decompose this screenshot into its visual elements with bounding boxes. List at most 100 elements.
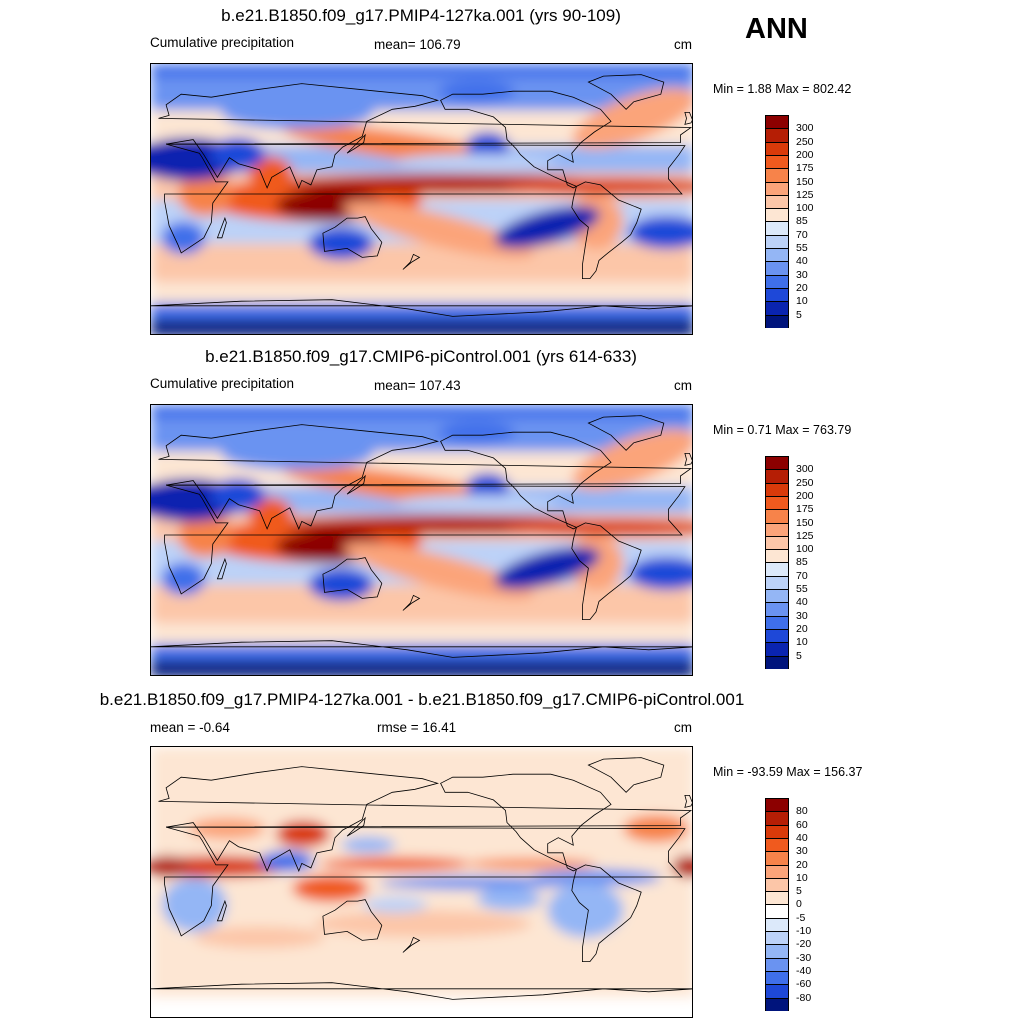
panel-1-title: b.e21.B1850.f09_g17.PMIP4-127ka.001 (yrs… [221,6,621,25]
colorbar-label: 200 [796,148,814,161]
colorbar-label: 40 [796,831,808,844]
coastline [322,899,383,941]
colorbar-box [765,115,789,129]
coastline [151,640,692,658]
colorbar-label: 40 [796,255,808,268]
colorbar-box [765,984,789,998]
colorbar-box [765,655,789,670]
colorbar-box [765,128,789,143]
panel-2-colorbar: 300 250 200 175 150 125 100 85 70 55 40 30 20 10 5 [765,456,825,670]
colorbar-label: 125 [796,188,814,201]
panel-2-minmax: Min = 0.71 Max = 763.79 [713,423,852,437]
season-label: ANN [745,13,808,45]
colorbar-label: 30 [796,845,808,858]
coastline [158,766,692,872]
colorbar-box [765,628,789,643]
colorbar-label: -5 [796,911,806,924]
panel-3-units: cm [674,720,692,735]
colorbar-label: 55 [796,583,808,595]
colorbar-box [765,301,789,315]
colorbar-box [765,287,789,302]
coastline [346,133,366,154]
colorbar-label: 150 [796,175,814,188]
colorbar-label: 85 [796,556,808,569]
colorbar-label: 30 [796,609,808,622]
map-field [151,64,692,334]
colorbar-box [765,274,789,289]
panel-3-minmax: Min = -93.59 Max = 156.37 [713,765,863,779]
coastline [402,936,421,953]
coastline [440,431,612,530]
coastline [402,253,421,270]
colorbar-label: -80 [796,991,812,1004]
colorbar-label: 300 [796,463,814,476]
coastline [346,474,366,495]
panel-3-title: b.e21.B1850.f09_g17.PMIP4-127ka.001 - b.… [99,690,745,709]
colorbar-box [765,154,789,169]
colorbar-label: -60 [796,978,812,991]
panel-3-rmse: rmse = 16.41 [377,720,457,735]
colorbar-box [765,509,789,523]
colorbar-box [765,997,789,1012]
colorbar-box [765,970,789,985]
colorbar-box [765,642,789,656]
coastline [587,74,665,110]
coastline [216,216,227,239]
colorbar-box [765,234,789,249]
panel-3-mean: mean = -0.64 [150,720,230,735]
colorbar-label: 0 [796,898,802,911]
colorbar-label: 20 [796,858,808,871]
colorbar-box [765,208,789,222]
coastline [151,982,692,1000]
colorbar-label: 250 [796,135,814,148]
colorbar-box [765,141,789,156]
colorbar-label: 200 [796,489,814,502]
colorbar-box [765,522,789,537]
colorbar-box [765,931,789,945]
panel-1-mean: mean= 106.79 [374,37,461,52]
panel-1-units: cm [674,37,692,52]
colorbar-label: 20 [796,281,808,294]
panel-1-map [150,63,693,335]
colorbar-box [765,456,789,470]
colorbar-label: -10 [796,925,812,937]
colorbar-label: -20 [796,938,812,951]
colorbar-box [765,168,789,182]
colorbar-box [765,314,789,329]
colorbar-box [765,221,789,236]
colorbar-label: 300 [796,122,814,135]
coastline [322,557,383,599]
colorbar-label: 250 [796,476,814,489]
coastline [684,112,692,125]
colorbar-label: -30 [796,951,812,964]
coastline [346,816,366,837]
colorbar-box [765,837,789,852]
colorbar-label: 5 [796,308,802,321]
panel-2-mean: mean= 107.43 [374,378,461,393]
colorbar-label: 5 [796,885,802,898]
colorbar-box [765,917,789,932]
colorbar-label: -40 [796,964,812,977]
colorbar-label: 100 [796,202,814,215]
panel-2-units: cm [674,378,692,393]
colorbar-box [765,904,789,919]
colorbar-box [765,181,789,196]
colorbar-label: 80 [796,805,808,818]
colorbar-box [765,469,789,484]
colorbar-box [765,248,789,262]
colorbar-label: 175 [796,162,814,175]
coastline [151,299,692,317]
panel-1-minmax: Min = 1.88 Max = 802.42 [713,82,852,96]
colorbar-box [765,495,789,510]
colorbar-box [765,589,789,603]
coastline [684,795,692,808]
colorbar-label: 70 [796,569,808,582]
colorbar-label: 70 [796,228,808,241]
colorbar-label: 150 [796,516,814,529]
colorbar-label: 175 [796,503,814,516]
colorbar-label: 20 [796,622,808,635]
map-field [151,747,692,1017]
coastline [216,557,227,580]
coastline [216,899,227,922]
colorbar-box [765,877,789,892]
